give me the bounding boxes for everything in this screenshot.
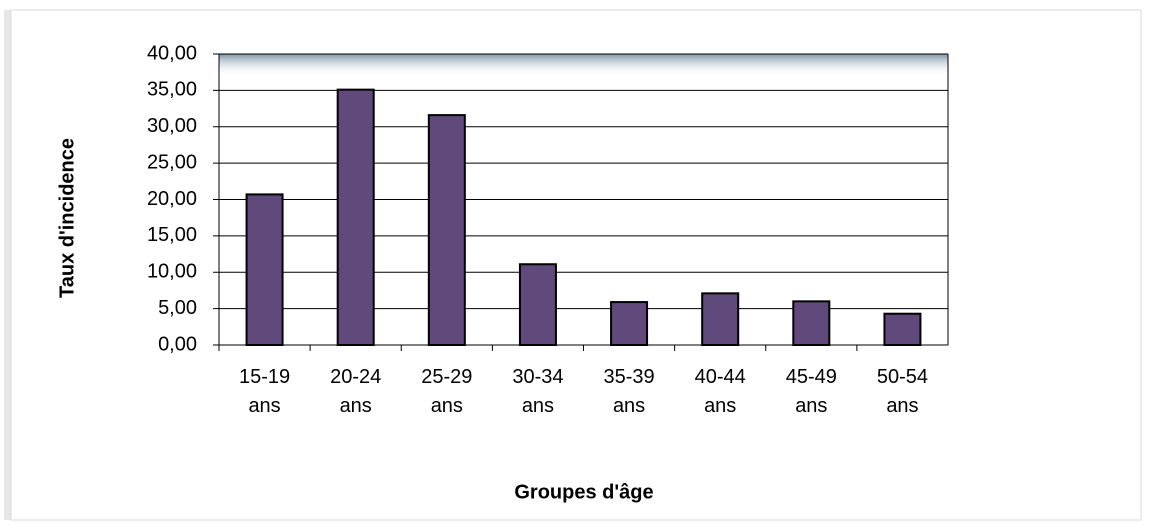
x-tick-label: 15-19 ans <box>239 366 290 417</box>
x-tick-label: 20-24 ans <box>330 366 381 417</box>
y-tick-label: 10,00 <box>147 261 197 283</box>
x-tick-label: 35-39 ans <box>603 366 654 417</box>
x-tick-label: 40-44 ans <box>695 366 746 417</box>
y-tick-label: 25,00 <box>147 151 197 173</box>
y-tick-label: 0,00 <box>158 333 197 355</box>
y-tick-label: 20,00 <box>147 188 197 210</box>
y-tick-label: 40,00 <box>147 42 197 64</box>
frame-shadow <box>4 10 12 520</box>
bar <box>610 301 649 347</box>
bar <box>518 263 557 346</box>
bar <box>336 88 375 346</box>
bar <box>427 114 466 346</box>
y-tick-label: 35,00 <box>147 79 197 101</box>
x-tick-label: 45-49 ans <box>786 366 837 417</box>
bar <box>701 292 740 347</box>
y-tick-label: 5,00 <box>158 297 197 319</box>
bar <box>245 193 284 346</box>
x-tick-label: 50-54 ans <box>877 366 928 417</box>
y-tick-label: 15,00 <box>147 224 197 246</box>
x-axis-title: Groupes d'âge <box>514 481 653 503</box>
y-axis-title: Taux d'incidence <box>56 138 78 298</box>
bar <box>883 312 922 346</box>
y-tick-label: 30,00 <box>147 115 197 137</box>
x-tick-label: 30-34 ans <box>512 366 563 417</box>
plot-gradient <box>219 54 948 76</box>
x-tick-label: 25-29 ans <box>421 366 472 417</box>
bar <box>792 300 831 347</box>
